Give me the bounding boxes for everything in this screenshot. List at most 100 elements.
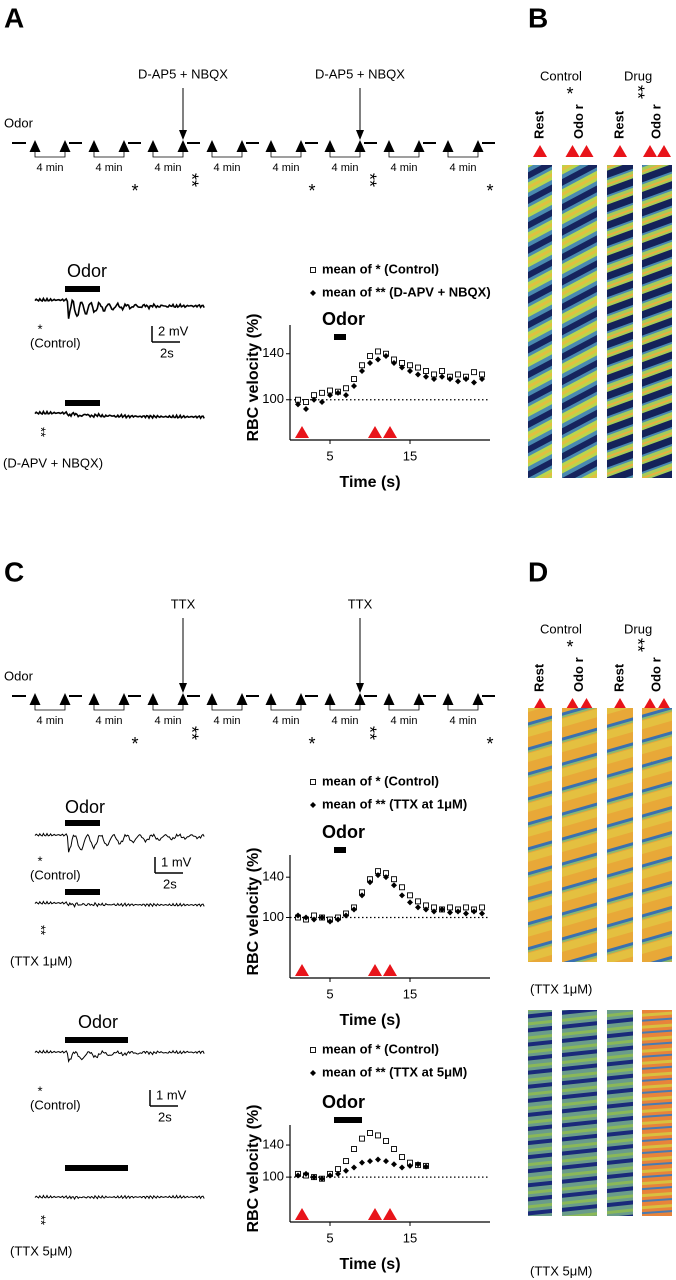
interval-label: 4 min <box>450 162 477 174</box>
data-point <box>351 376 357 382</box>
data-point <box>383 1138 389 1144</box>
voltage-trace <box>34 1049 205 1064</box>
x-tick-label: 15 <box>403 448 417 463</box>
stim-triangle <box>59 140 71 152</box>
data-point <box>311 396 317 403</box>
stimulus-bar <box>65 286 100 292</box>
drug-arrowhead <box>179 683 187 693</box>
column-label: Rest <box>611 663 626 692</box>
x-axis-label: Time (s) <box>339 1256 400 1273</box>
data-point <box>303 1170 309 1177</box>
data-point <box>303 405 309 412</box>
interval-label: 4 min <box>96 715 123 727</box>
control-marker: * <box>566 84 573 104</box>
stim-triangle <box>147 693 159 705</box>
voltage-trace <box>34 1194 205 1201</box>
interval-bracket <box>152 152 184 158</box>
data-point <box>407 368 413 374</box>
drug-label: (D-APV + NBQX) <box>3 455 103 470</box>
data-point <box>335 916 341 923</box>
interval-label: 4 min <box>273 715 300 727</box>
interval-bracket <box>270 705 302 711</box>
stim-triangle <box>59 693 71 705</box>
column-label: Odo r <box>571 657 586 692</box>
stimulus-label: Odor <box>78 1012 118 1032</box>
drug-label: TTX <box>171 596 196 611</box>
stim-triangle <box>413 693 425 705</box>
data-point <box>471 379 477 386</box>
data-point <box>447 904 453 911</box>
stim-triangle <box>177 140 189 152</box>
stim-triangle <box>472 140 484 152</box>
data-point <box>319 389 325 396</box>
red-triangle <box>613 145 627 157</box>
data-point <box>431 908 437 915</box>
interval-label: 4 min <box>37 715 64 727</box>
data-point <box>391 1161 397 1168</box>
stim-triangle <box>265 693 277 705</box>
voltage-trace <box>34 900 205 909</box>
asterisk-mark: * <box>486 181 493 201</box>
red-triangle <box>643 145 657 157</box>
data-point <box>407 362 413 369</box>
red-triangle <box>383 964 397 976</box>
kymograph-strip <box>607 1010 633 1216</box>
interval-bracket <box>152 705 184 711</box>
odor-label: Odor <box>4 668 34 683</box>
data-point <box>311 916 317 923</box>
column-label: Odo r <box>571 104 586 139</box>
stim-triangle <box>236 693 248 705</box>
legend-symbol <box>310 290 316 296</box>
red-triangle <box>295 426 309 438</box>
stim-triangle <box>177 693 189 705</box>
data-point <box>367 879 373 886</box>
data-point <box>319 1175 325 1182</box>
scale-label: 2s <box>160 345 174 360</box>
kymograph-strip <box>528 1010 552 1216</box>
data-point <box>295 401 301 408</box>
data-point <box>423 368 429 374</box>
scale-label: 2 mV <box>158 323 189 338</box>
data-point <box>335 1166 341 1173</box>
data-point <box>343 912 349 919</box>
y-tick-label: 100 <box>262 391 284 406</box>
stim-triangle <box>442 693 454 705</box>
data-point <box>407 899 413 906</box>
column-label: Odo r <box>648 104 663 139</box>
drug-label: D-AP5 + NBQX <box>315 66 405 81</box>
drug-arrowhead <box>356 130 364 140</box>
red-triangle <box>295 1208 309 1220</box>
data-point <box>351 1146 357 1152</box>
legend-label: mean of ** (TTX at 5μM) <box>322 1064 467 1079</box>
data-point <box>455 908 461 915</box>
data-point <box>335 1170 341 1177</box>
y-axis-label: RBC velocity (%) <box>245 1104 262 1232</box>
stimulus-bar <box>65 889 100 895</box>
interval-bracket <box>447 152 479 158</box>
data-point <box>399 1154 405 1161</box>
kymograph-strip <box>562 1010 597 1216</box>
y-axis-label: RBC velocity (%) <box>245 847 262 975</box>
data-point <box>375 356 381 363</box>
drug-marker: ** <box>34 925 49 935</box>
asterisk-mark: ** <box>359 726 379 740</box>
data-point <box>399 364 405 371</box>
data-point <box>463 904 469 911</box>
data-point <box>423 373 429 380</box>
red-triangle <box>533 145 547 157</box>
interval-bracket <box>270 152 302 158</box>
interval-label: 4 min <box>214 162 241 174</box>
data-point <box>351 906 357 913</box>
stim-triangle <box>206 693 218 705</box>
interval-label: 4 min <box>155 162 182 174</box>
scale-label: 1 mV <box>156 1087 187 1102</box>
kymograph-strip <box>562 165 597 478</box>
scale-label: 2s <box>158 1109 172 1124</box>
x-axis-label: Time (s) <box>339 474 400 491</box>
control-marker: * <box>37 321 42 336</box>
kymograph-strip <box>528 165 552 478</box>
data-point <box>359 1135 365 1142</box>
red-triangle <box>579 698 594 710</box>
data-point <box>375 872 381 879</box>
